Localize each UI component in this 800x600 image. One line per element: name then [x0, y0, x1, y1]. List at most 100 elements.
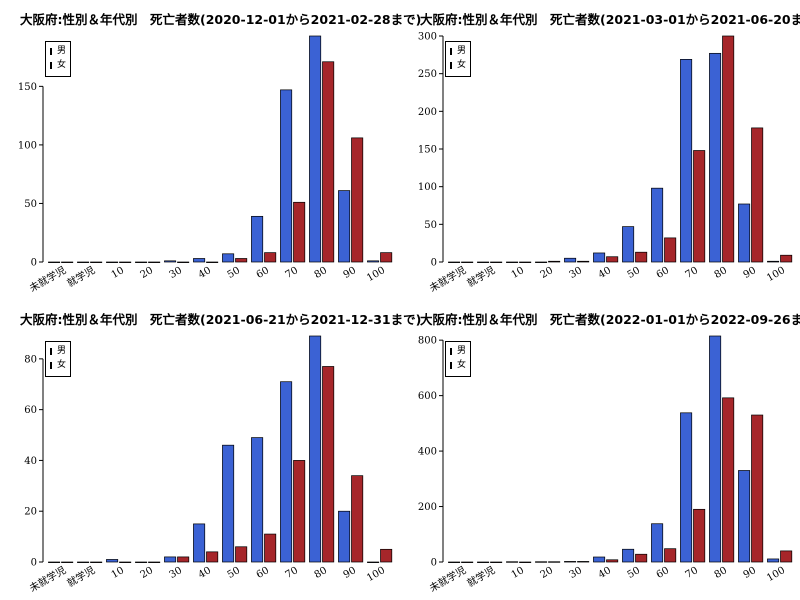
bar-male	[367, 561, 380, 563]
legend-swatch-female	[450, 61, 452, 69]
chart-2-legend: 男 女	[445, 41, 471, 77]
bar-female	[380, 252, 393, 263]
bar-male	[280, 89, 293, 263]
legend-swatch-female	[50, 361, 52, 369]
y-tick-label: 50	[24, 199, 37, 210]
bar-male	[251, 215, 264, 263]
bar-male	[251, 437, 264, 563]
y-tick-label: 200	[418, 502, 437, 513]
bar-female	[322, 366, 335, 563]
bar-female	[751, 127, 764, 263]
y-tick-label: 150	[418, 145, 437, 156]
x-tick-label: 90	[742, 565, 759, 581]
legend-item-female: 女	[50, 358, 66, 372]
x-tick-label: 100	[365, 565, 387, 584]
bar-male	[106, 559, 119, 563]
bar-female	[461, 561, 474, 563]
chart-panel-3: 0 20 40 60 80 未就学児 就学児 10 20 30 40 50 60 70 80 90 100 大阪…	[0, 300, 421, 600]
bar-female	[380, 548, 393, 563]
chart-4-title: 大阪府:性別＆年代別 死亡者数(2022-01-01から2022-09-26まで…	[420, 312, 800, 327]
bar-male	[738, 203, 751, 263]
bar-male	[77, 261, 90, 263]
bar-female	[693, 150, 706, 263]
bar-female	[606, 559, 619, 563]
bar-female	[264, 533, 277, 563]
x-tick-label: 60	[655, 265, 672, 281]
chart-1-title: 大阪府:性別＆年代別 死亡者数(2020-12-01から2021-02-28まで…	[20, 12, 422, 27]
legend-label-female: 女	[457, 360, 467, 370]
bar-male	[222, 444, 235, 563]
y-tick-label: 0	[431, 258, 437, 269]
bar-male	[106, 261, 119, 263]
bar-male	[564, 257, 577, 263]
bar-female	[780, 254, 793, 263]
bar-male	[338, 510, 351, 563]
x-tick-label: 10	[110, 565, 127, 581]
y-tick-label: 400	[418, 447, 437, 458]
bar-female	[322, 61, 335, 263]
chart-panel-1: 0 50 100 150 未就学児 就学児 10 20 30 40 50 60 70 80 90 100 大阪…	[0, 0, 421, 300]
bar-male	[309, 335, 322, 563]
bar-female	[722, 397, 735, 563]
bar-male	[680, 59, 693, 263]
x-tick-label: 50	[626, 565, 643, 581]
x-tick-label: 20	[539, 265, 556, 281]
bar-male	[367, 260, 380, 263]
legend-label-male: 男	[457, 46, 467, 56]
bar-male	[280, 381, 293, 563]
legend-label-female: 女	[457, 60, 467, 70]
x-tick-label: 50	[626, 265, 643, 281]
bar-male	[135, 261, 148, 263]
x-tick-label: 80	[713, 265, 730, 281]
bar-male	[506, 261, 519, 263]
bar-female	[664, 548, 677, 563]
legend-swatch-male	[450, 47, 452, 55]
bar-female	[548, 561, 561, 563]
bar-female	[119, 261, 132, 263]
x-tick-label: 30	[168, 265, 185, 281]
bar-male	[193, 523, 206, 563]
x-tick-label: 10	[510, 565, 527, 581]
x-tick-label: 40	[197, 565, 214, 581]
bar-male	[622, 548, 635, 563]
bar-male	[135, 561, 148, 563]
bar-female	[461, 261, 474, 263]
legend-item-male: 男	[50, 44, 66, 58]
bar-female	[664, 237, 677, 263]
legend-swatch-male	[50, 47, 52, 55]
x-tick-label: 40	[597, 565, 614, 581]
bar-female	[148, 561, 161, 563]
bar-female	[490, 261, 503, 263]
x-tick-label: 70	[684, 265, 701, 281]
bar-male	[506, 561, 519, 563]
x-tick-label: 20	[139, 565, 156, 581]
bar-male	[651, 187, 664, 263]
x-tick-label: 40	[197, 265, 214, 281]
bar-male	[651, 523, 664, 563]
bar-female	[61, 561, 74, 563]
legend-item-female: 女	[450, 58, 466, 72]
bar-male	[564, 561, 577, 563]
bar-female	[606, 256, 619, 263]
legend-swatch-female	[50, 61, 52, 69]
bar-female	[235, 546, 248, 563]
legend-item-female: 女	[50, 58, 66, 72]
bar-female	[519, 561, 532, 563]
legend-swatch-female	[450, 361, 452, 369]
bar-female	[548, 260, 561, 263]
x-tick-label: 就学児	[465, 263, 497, 289]
y-tick-label: 200	[418, 107, 437, 118]
x-tick-label: 40	[597, 265, 614, 281]
bar-female	[722, 35, 735, 263]
x-tick-label: 就学児	[465, 563, 497, 589]
bar-male	[222, 253, 235, 263]
x-tick-label: 50	[226, 265, 243, 281]
bar-female	[519, 261, 532, 263]
bar-female	[264, 252, 277, 263]
bar-male	[77, 561, 90, 563]
bar-female	[90, 561, 103, 563]
x-tick-label: 70	[284, 265, 301, 281]
x-tick-label: 80	[713, 565, 730, 581]
x-tick-label: 90	[342, 565, 359, 581]
